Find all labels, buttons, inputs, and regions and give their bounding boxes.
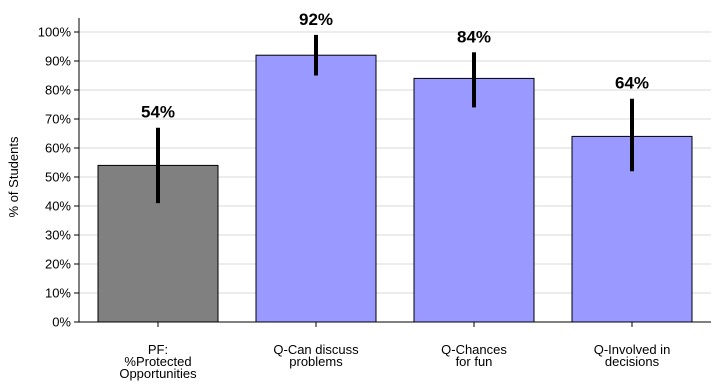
x-category-label: Q-Can discuss problems bbox=[273, 342, 359, 369]
bar bbox=[255, 54, 377, 323]
y-tick-label: 80% bbox=[45, 83, 71, 98]
data-labels: 54% 92% 84% 64% bbox=[141, 10, 649, 122]
x-category-label-line: decisions bbox=[605, 354, 660, 369]
y-tick-label: 70% bbox=[45, 112, 71, 127]
y-tick-label: 30% bbox=[45, 228, 71, 243]
y-tick-label: 90% bbox=[45, 54, 71, 69]
y-tick-labels: 0% 10% 20% 30% 40% 50% 60% 70% 80% 90% 100% bbox=[38, 25, 79, 330]
y-tick-label: 20% bbox=[45, 257, 71, 272]
y-tick-label: 50% bbox=[45, 170, 71, 185]
x-category-label-line: PF: bbox=[148, 342, 168, 357]
x-category-label: PF: %Protected Opportunities bbox=[119, 342, 197, 381]
x-category-label-line: Opportunities bbox=[119, 366, 197, 381]
x-category-label-line: Q-Can discuss bbox=[273, 342, 359, 357]
x-category-label-line: Q-Chances bbox=[441, 342, 507, 357]
data-label: 54% bbox=[141, 103, 175, 122]
bar bbox=[413, 77, 535, 323]
error-bars bbox=[156, 34, 634, 204]
x-category-label-line: Q-Involved in bbox=[594, 342, 671, 357]
data-label: 64% bbox=[615, 74, 649, 93]
x-category-label-line: problems bbox=[289, 354, 343, 369]
y-tick-label: 40% bbox=[45, 199, 71, 214]
x-category-labels: PF: %Protected Opportunities Q-Can discuss p… bbox=[119, 322, 670, 381]
data-label: 92% bbox=[299, 10, 333, 29]
x-category-label: Q-Involved in decisions bbox=[594, 342, 671, 369]
bars bbox=[97, 54, 693, 323]
y-tick-label: 10% bbox=[45, 286, 71, 301]
x-category-label-line: for fun bbox=[456, 354, 493, 369]
y-tick-label: 100% bbox=[38, 25, 72, 40]
x-category-label: Q-Chances for fun bbox=[441, 342, 507, 369]
y-tick-label: 60% bbox=[45, 141, 71, 156]
y-axis-label: % of Students bbox=[6, 136, 21, 217]
x-category-label-line: %Protected bbox=[124, 354, 191, 369]
y-tick-label: 0% bbox=[52, 315, 71, 330]
data-label: 84% bbox=[457, 27, 491, 46]
